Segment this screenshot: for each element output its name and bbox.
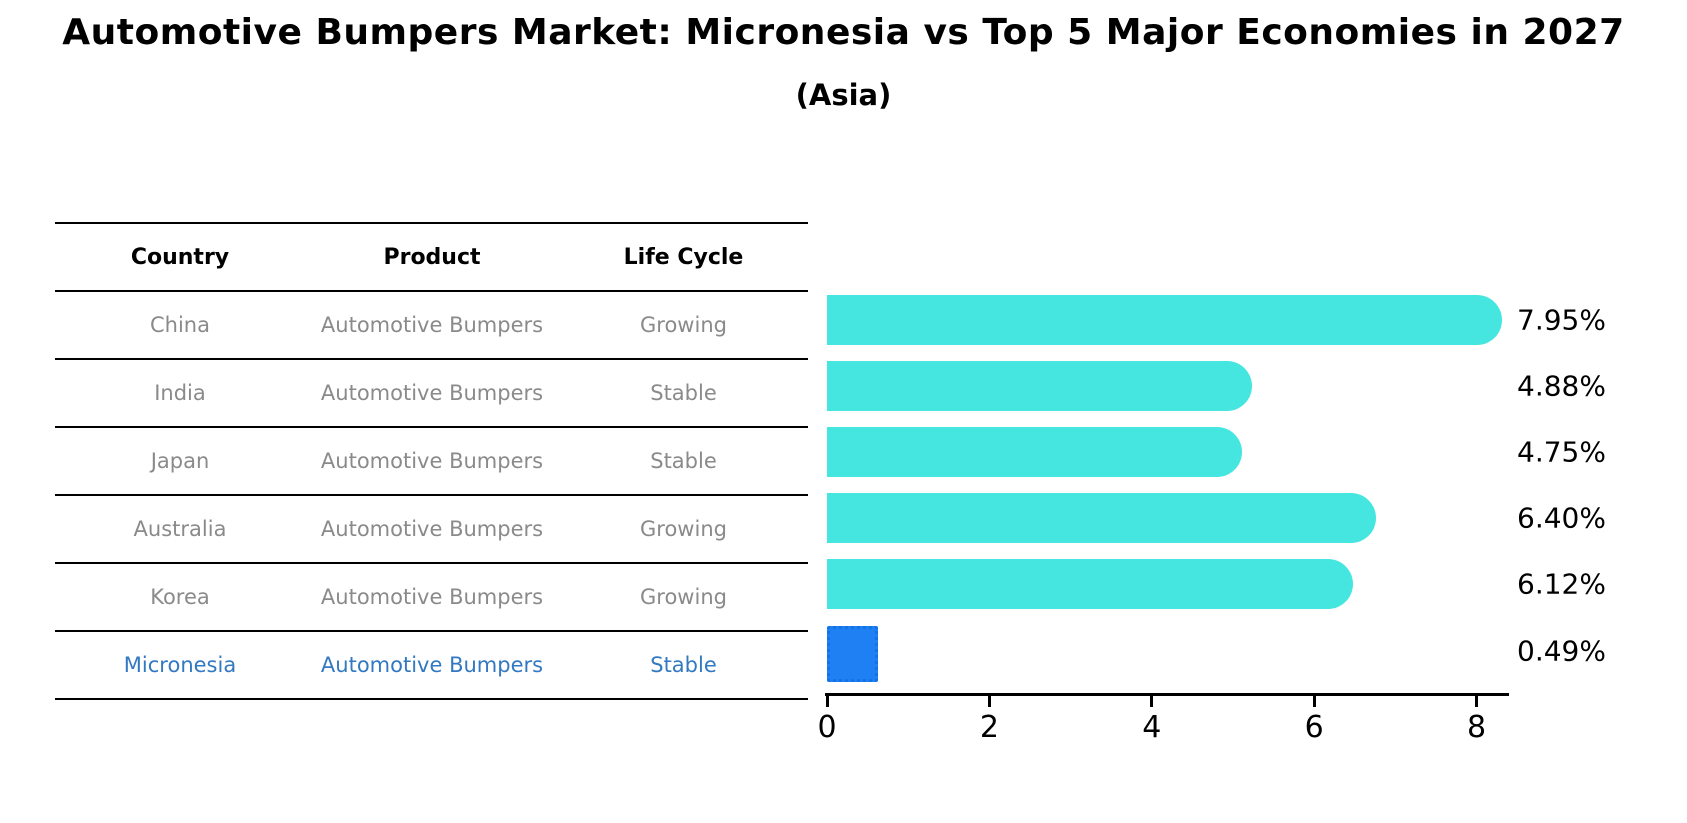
x-axis-tick [1312, 694, 1316, 707]
table-cell-product: Automotive Bumpers [320, 449, 544, 473]
bar-korea [827, 559, 1353, 610]
bar-china [827, 295, 1502, 345]
table-cell-product: Automotive Bumpers [320, 381, 544, 405]
x-axis-tick [1475, 694, 1479, 707]
table-cell-product: Automotive Bumpers [320, 517, 544, 541]
x-axis-tick [1150, 694, 1154, 707]
column-header-lifecycle: Life Cycle [623, 244, 744, 270]
value-label-korea: 6.12% [1517, 567, 1606, 601]
value-label-micronesia: 0.49% [1517, 634, 1606, 667]
bar-micronesia [827, 625, 878, 682]
chart-subtitle: (Asia) [795, 78, 892, 112]
x-axis-tick [987, 694, 991, 707]
table-cell-country: China [150, 313, 210, 337]
column-header-country: Country [130, 244, 230, 270]
table-cell-country: Japan [150, 449, 210, 473]
table-cell-lifecycle: Stable [650, 449, 717, 473]
table-header-row: Country Product Life Cycle [55, 222, 808, 292]
bar-india [827, 361, 1253, 412]
country-table: Country Product Life Cycle China Automot… [55, 222, 808, 700]
table-cell-product: Automotive Bumpers [320, 585, 544, 609]
bar-japan [827, 427, 1242, 478]
table-row: India Automotive Bumpers Stable [55, 360, 808, 428]
x-axis-line [825, 693, 1510, 696]
table-row: Japan Automotive Bumpers Stable [55, 428, 808, 496]
table-cell-country: Australia [133, 517, 227, 541]
table-row: China Automotive Bumpers Growing [55, 292, 808, 360]
table-row: Micronesia Automotive Bumpers Stable [55, 632, 808, 700]
table-cell-lifecycle: Stable [650, 653, 717, 677]
table-cell-country: Micronesia [123, 653, 237, 677]
table-row: Korea Automotive Bumpers Growing [55, 564, 808, 632]
value-label-china: 7.95% [1517, 303, 1606, 337]
table-cell-lifecycle: Stable [650, 381, 717, 405]
table-row: Australia Automotive Bumpers Growing [55, 496, 808, 564]
table-cell-lifecycle: Growing [640, 585, 727, 609]
x-axis-tick-label: 8 [1467, 710, 1487, 745]
table-body: China Automotive Bumpers Growing India A… [55, 292, 808, 700]
x-axis-tick [825, 694, 829, 707]
table-cell-product: Automotive Bumpers [320, 653, 544, 677]
value-label-australia: 6.40% [1517, 501, 1606, 535]
table-cell-country: India [154, 381, 206, 405]
chart-title: Automotive Bumpers Market: Micronesia vs… [62, 12, 1625, 53]
x-axis-tick-label: 6 [1304, 710, 1324, 745]
table-cell-product: Automotive Bumpers [320, 313, 544, 337]
x-axis-tick-label: 4 [1142, 710, 1162, 745]
value-label-india: 4.88% [1517, 369, 1606, 403]
table-cell-lifecycle: Growing [640, 517, 727, 541]
x-axis-tick-label: 2 [979, 710, 999, 745]
value-label-japan: 4.75% [1517, 435, 1606, 469]
table-cell-lifecycle: Growing [640, 313, 727, 337]
x-axis-tick-label: 0 [817, 710, 837, 745]
column-header-product: Product [383, 244, 481, 270]
table-cell-country: Korea [150, 585, 210, 609]
bar-australia [827, 493, 1376, 544]
